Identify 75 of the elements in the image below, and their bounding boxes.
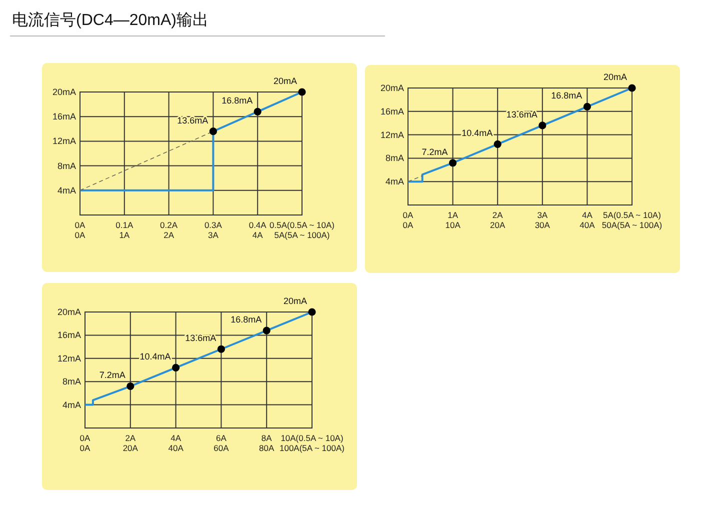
data-label: 16.8mA: [230, 314, 262, 325]
x2-tick-label: 5A(5A ~ 100A): [274, 230, 330, 240]
x-tick-label: 0A: [80, 433, 91, 443]
x-tick-label: 4A: [170, 433, 182, 443]
data-label: 7.2mA: [422, 146, 448, 157]
data-label: 16.8mA: [551, 90, 582, 101]
y-tick-label: 4mA: [62, 400, 81, 410]
x2-tick-label: 10A: [445, 220, 461, 230]
x-tick-label: 6A: [216, 433, 227, 443]
x2-tick-label: 20A: [490, 220, 506, 230]
point: [217, 345, 225, 353]
point: [583, 102, 591, 111]
x2-tick-label: 80A: [259, 443, 274, 453]
data-label: 13.6mA: [177, 115, 208, 126]
chart-title: 电流信号(DC4—20mA)输出: [12, 11, 208, 29]
x-tick-label: 2A: [492, 210, 504, 220]
data-label: 13.6mA: [506, 109, 538, 120]
x-tick-label: 0.3A: [204, 220, 222, 230]
point: [538, 122, 546, 130]
y-tick-label: 4mA: [385, 176, 404, 187]
x-tick-label: 0A: [74, 220, 86, 230]
y-tick-label: 4mA: [57, 185, 76, 196]
x-tick-label: 10A(0.5A ~ 10A): [280, 433, 344, 443]
x2-tick-label: 30A: [534, 220, 550, 230]
point: [494, 140, 502, 148]
x2-tick-label: 3A: [208, 230, 219, 240]
x2-tick-label: 4A: [252, 230, 264, 240]
x-tick-label: 5A(0.5A ~ 10A): [603, 210, 662, 220]
y-tick-label: 8mA: [62, 376, 81, 387]
x2-tick-label: 0A: [80, 443, 91, 453]
data-label: 13.6mA: [185, 333, 216, 344]
point: [298, 88, 306, 96]
x-tick-label: 1A: [448, 210, 458, 220]
x2-tick-label: 100A(5A ~ 100A): [280, 443, 345, 453]
y-tick-label: 12mA: [52, 136, 76, 146]
x-tick-label: 0.5A(0.5A ~ 10A): [270, 220, 335, 230]
y-tick-label: 8mA: [385, 153, 404, 164]
y-tick-label: 16mA: [52, 112, 76, 122]
x-tick-label: 8A: [261, 433, 272, 443]
x2-tick-label: 0A: [74, 230, 86, 240]
point: [308, 308, 316, 316]
x-tick-label: 0.4A: [248, 220, 267, 230]
x-tick-label: 4A: [582, 210, 593, 220]
data-label: 20mA: [283, 296, 307, 306]
x-tick-label: 0A: [402, 210, 414, 220]
point: [449, 159, 457, 167]
point: [254, 108, 262, 116]
x2-tick-label: 50A(5A ~ 100A): [602, 220, 662, 230]
x2-tick-label: 40A: [168, 443, 184, 453]
point: [628, 84, 636, 92]
x-tick-label: 2A: [125, 433, 136, 443]
x2-tick-label: 2A: [164, 230, 174, 240]
data-label: 16.8mA: [222, 96, 253, 106]
y-tick-label: 12mA: [380, 130, 404, 140]
x2-tick-label: 1A: [119, 230, 130, 240]
y-tick-label: 20mA: [57, 307, 81, 317]
x2-tick-label: 40A: [580, 220, 596, 230]
point: [262, 326, 270, 334]
point: [126, 382, 134, 390]
point: [209, 128, 217, 136]
x2-tick-label: 60A: [214, 443, 230, 453]
data-label: 20mA: [603, 72, 627, 82]
data-label: 7.2mA: [99, 370, 126, 380]
y-tick-label: 12mA: [57, 353, 81, 364]
x-tick-label: 0.2A: [160, 220, 178, 230]
x2-tick-label: 20A: [122, 443, 138, 453]
x-tick-label: 0.1A: [116, 220, 134, 230]
y-tick-label: 20mA: [52, 87, 76, 97]
y-tick-label: 16mA: [380, 106, 404, 116]
y-tick-label: 16mA: [57, 330, 81, 340]
y-tick-label: 20mA: [380, 83, 404, 93]
y-tick-label: 8mA: [57, 160, 76, 171]
x-tick-label: 3A: [537, 210, 548, 220]
point: [172, 364, 180, 372]
data-label: 20mA: [273, 76, 297, 86]
